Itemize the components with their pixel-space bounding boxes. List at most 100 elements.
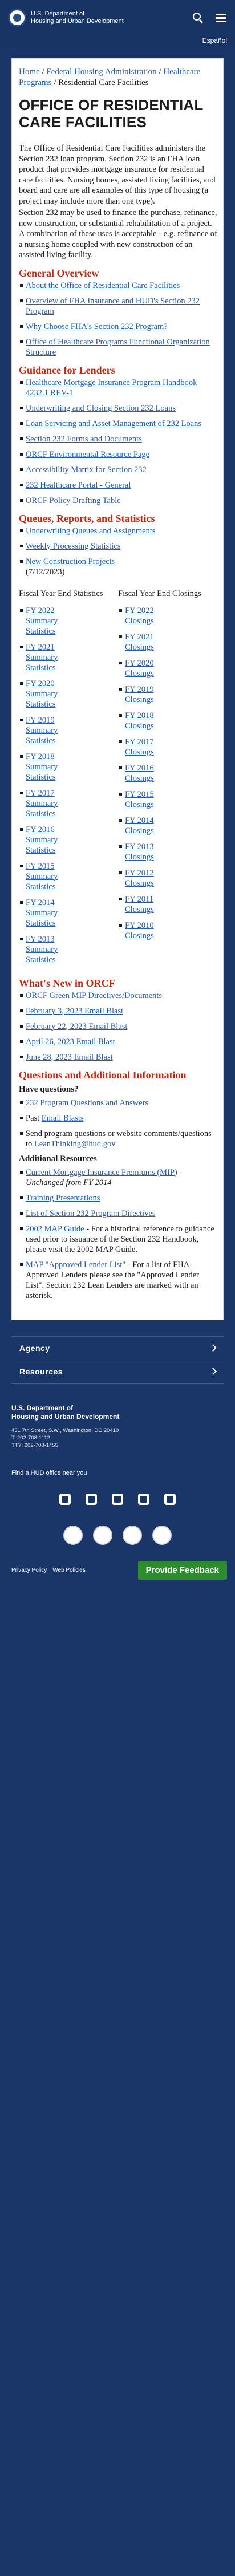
rss-icon[interactable]	[164, 1493, 176, 1505]
whats-new-link[interactable]: February 3, 2023 Email Blast	[26, 1006, 124, 1016]
facebook-icon[interactable]	[86, 1493, 97, 1505]
list-item: FY 2016 Summary Statistics	[19, 825, 76, 855]
guidance-link[interactable]: Section 232 Forms and Documents	[26, 434, 142, 444]
find-hud-office-link[interactable]: Find a HUD office near you	[11, 1469, 87, 1476]
whats-new-link[interactable]: February 22, 2023 Email Blast	[26, 1021, 128, 1031]
fair-housing-icon[interactable]	[93, 1525, 112, 1545]
instagram-icon[interactable]	[112, 1493, 123, 1505]
list-item: FY 2014 Closings	[118, 816, 175, 836]
map-guide-link[interactable]: 2002 MAP Guide	[26, 1224, 84, 1234]
usa-gov-icon[interactable]	[152, 1525, 172, 1545]
list-item: ORCF Environmental Resource Page	[19, 449, 217, 460]
list-item: February 22, 2023 Email Blast	[19, 1021, 217, 1032]
list-item: 2002 MAP Guide - For a historical refere…	[19, 1224, 217, 1255]
mip-link[interactable]: Current Mortgage Insurance Premiums (MIP…	[26, 1167, 177, 1177]
fy-closings-link[interactable]: FY 2022 Closings	[125, 606, 154, 626]
hud-seal-logo[interactable]	[8, 9, 26, 27]
list-item: MAP "Approved Lender List" - For a list …	[19, 1260, 217, 1301]
fy-statistics-link[interactable]: FY 2015 Summary Statistics	[26, 861, 58, 891]
footer-resources-toggle[interactable]: Resources	[11, 1360, 224, 1384]
list-item: Loan Servicing and Asset Management of 2…	[19, 419, 217, 429]
fy-closings-link[interactable]: FY 2020 Closings	[125, 658, 154, 678]
training-link[interactable]: Training Presentations	[26, 1193, 100, 1203]
equal-housing-icon[interactable]	[123, 1525, 142, 1545]
footer-bottom: Privacy Policy Web Policies Provide Feed…	[0, 1545, 235, 1580]
list-item: Section 232 Forms and Documents	[19, 434, 217, 444]
questions-heading: Questions and Additional Information	[19, 1069, 187, 1081]
queues-link[interactable]: Weekly Processing Statistics	[26, 541, 121, 551]
guidance-link[interactable]: ORCF Policy Drafting Table	[26, 496, 121, 505]
header-org-name[interactable]: U.S. Department of Housing and Urban Dev…	[31, 10, 124, 25]
overview-link[interactable]: Office of Healthcare Programs Functional…	[26, 337, 210, 357]
fy-closings-link[interactable]: FY 2017 Closings	[125, 737, 154, 757]
email-blasts-link[interactable]: Email Blasts	[41, 1113, 84, 1123]
fy-statistics-link[interactable]: FY 2021 Summary Statistics	[26, 642, 58, 672]
fy-closings-link[interactable]: FY 2019 Closings	[125, 684, 154, 704]
overview-link[interactable]: Overview of FHA Insurance and HUD's Sect…	[26, 296, 200, 316]
list-item: Past Email Blasts	[19, 1113, 217, 1123]
overview-link[interactable]: Why Choose FHA's Section 232 Program?	[26, 322, 168, 331]
fy-closings-link[interactable]: FY 2016 Closings	[125, 763, 154, 783]
guidance-link[interactable]: Accessibility Matrix for Section 232	[26, 465, 147, 474]
fy-statistics-link[interactable]: FY 2014 Summary Statistics	[26, 898, 58, 928]
fy-closings-link[interactable]: FY 2018 Closings	[125, 711, 154, 731]
fy-closings-link[interactable]: FY 2015 Closings	[125, 789, 154, 809]
guidance-link[interactable]: Underwriting and Closing Section 232 Loa…	[26, 403, 176, 413]
guidance-link[interactable]: 232 Healthcare Portal - General	[26, 480, 131, 490]
fy-statistics-link[interactable]: FY 2022 Summary Statistics	[26, 606, 58, 636]
fy-statistics-link[interactable]: FY 2020 Summary Statistics	[26, 679, 58, 709]
fy-statistics-heading: Fiscal Year End Statistics	[19, 589, 103, 598]
whats-new-link[interactable]: April 26, 2023 Email Blast	[26, 1037, 115, 1046]
new-construction-link[interactable]: New Construction Projects	[26, 557, 115, 566]
search-icon[interactable]	[192, 11, 204, 24]
fy-closings-link[interactable]: FY 2021 Closings	[125, 632, 154, 652]
intro-paragraph: Section 232 may be used to finance the p…	[19, 208, 217, 259]
privacy-policy-link[interactable]: Privacy Policy	[11, 1567, 47, 1573]
breadcrumb-healthcare[interactable]: Healthcare Programs	[19, 67, 201, 87]
overview-link[interactable]: About the Office of Residential Care Fac…	[26, 281, 180, 290]
whats-new-heading: What's New in ORCF	[19, 977, 115, 989]
twitter-icon[interactable]	[59, 1493, 71, 1505]
list-item: February 3, 2023 Email Blast	[19, 1006, 217, 1016]
guidance-list: Healthcare Mortgage Insurance Program Ha…	[19, 378, 217, 506]
fy-statistics-link[interactable]: FY 2016 Summary Statistics	[26, 825, 58, 855]
list-item: ORCF Policy Drafting Table	[19, 496, 217, 506]
language-link-espanol[interactable]: Español	[202, 36, 227, 44]
fy-closings-link[interactable]: FY 2013 Closings	[125, 842, 154, 862]
list-item: FY 2010 Closings	[118, 920, 175, 941]
breadcrumb-fha[interactable]: Federal Housing Administration	[46, 67, 157, 76]
fy-statistics-link[interactable]: FY 2018 Summary Statistics	[26, 752, 58, 782]
web-policies-link[interactable]: Web Policies	[52, 1567, 86, 1573]
guidance-link[interactable]: Healthcare Mortgage Insurance Program Ha…	[26, 378, 197, 397]
breadcrumb-home[interactable]: Home	[19, 67, 40, 76]
list-item: Overview of FHA Insurance and HUD's Sect…	[19, 296, 217, 317]
whats-new-link[interactable]: June 28, 2023 Email Blast	[26, 1052, 113, 1062]
fy-statistics-link[interactable]: FY 2017 Summary Statistics	[26, 788, 58, 818]
lender-list-link[interactable]: MAP "Approved Lender List"	[26, 1260, 126, 1269]
list-item: Underwriting Queues and Assignments	[19, 526, 217, 536]
guidance-link[interactable]: ORCF Environmental Resource Page	[26, 449, 150, 459]
guidance-link[interactable]: Loan Servicing and Asset Management of 2…	[26, 419, 202, 428]
list-item: FY 2012 Closings	[118, 868, 175, 889]
list-item: June 28, 2023 Email Blast	[19, 1052, 217, 1062]
footer-agency-toggle[interactable]: Agency	[11, 1336, 224, 1360]
program-qa-link[interactable]: 232 Program Questions and Answers	[26, 1098, 149, 1108]
queues-link[interactable]: Underwriting Queues and Assignments	[26, 526, 156, 536]
fy-statistics-column: Fiscal Year End Statistics FY 2022 Summa…	[19, 589, 118, 971]
fy-closings-link[interactable]: FY 2012 Closings	[125, 868, 154, 888]
fy-closings-link[interactable]: FY 2010 Closings	[125, 920, 154, 940]
whats-new-link[interactable]: ORCF Green MIP Directives/Documents	[26, 991, 163, 1000]
email-link[interactable]: LeanThinking@hud.gov	[34, 1139, 116, 1149]
list-item: FY 2022 Closings	[118, 606, 175, 626]
hud-seal-icon[interactable]	[63, 1525, 83, 1545]
menu-icon[interactable]	[214, 11, 227, 24]
provide-feedback-button[interactable]: Provide Feedback	[137, 1560, 227, 1580]
list-item: FY 2015 Closings	[118, 789, 175, 810]
directives-link[interactable]: List of Section 232 Program Directives	[26, 1208, 156, 1218]
fy-closings-link[interactable]: FY 2014 Closings	[125, 816, 154, 835]
fy-statistics-link[interactable]: FY 2013 Summary Statistics	[26, 934, 58, 964]
youtube-icon[interactable]	[138, 1493, 149, 1505]
additional-resources-heading: Additional Resources	[19, 1154, 97, 1163]
fy-statistics-link[interactable]: FY 2019 Summary Statistics	[26, 715, 58, 745]
fy-closings-link[interactable]: FY 2011 Closings	[125, 894, 154, 914]
